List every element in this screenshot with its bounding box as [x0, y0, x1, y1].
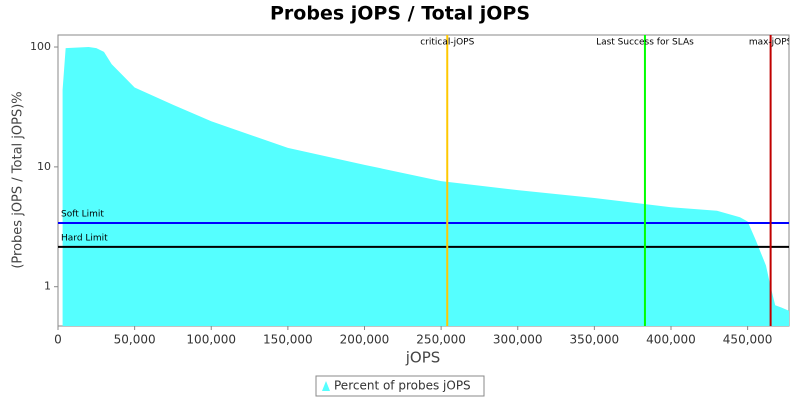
legend-label: Percent of probes jOPS	[334, 379, 471, 393]
legend-swatch	[322, 381, 330, 391]
marker-label: max-jOPS	[749, 38, 793, 48]
marker-label: Last Success for SLAs	[596, 38, 694, 48]
x-tick-label: 0	[54, 333, 62, 347]
x-tick-label: 100,000	[186, 333, 236, 347]
chart-title: Probes jOPS / Total jOPS	[270, 3, 530, 25]
y-tick-label: 1	[44, 280, 51, 293]
y-tick-label: 100	[30, 40, 51, 53]
marker-label: critical-jOPS	[420, 38, 474, 48]
limit-label: Hard Limit	[61, 233, 108, 243]
x-tick-label: 50,000	[114, 333, 156, 347]
x-tick-label: 200,000	[340, 333, 390, 347]
legend	[315, 375, 485, 397]
x-tick-label: 400,000	[646, 333, 696, 347]
x-tick-label: 450,000	[723, 333, 773, 347]
x-tick-label: 150,000	[263, 333, 313, 347]
x-tick-label: 300,000	[493, 333, 543, 347]
y-tick-label: 10	[37, 160, 51, 173]
x-tick-label: 250,000	[416, 333, 466, 347]
x-tick-label: 350,000	[570, 333, 620, 347]
limit-label: Soft Limit	[61, 210, 104, 220]
plot-content: Soft Limit Hard Limit critical-jOPS Last Su…	[58, 35, 793, 326]
area	[62, 47, 789, 326]
x-axis-title: jOPS	[405, 349, 441, 367]
y-axis-title: (Probes jOPS / Total jOPS)%	[11, 91, 26, 268]
